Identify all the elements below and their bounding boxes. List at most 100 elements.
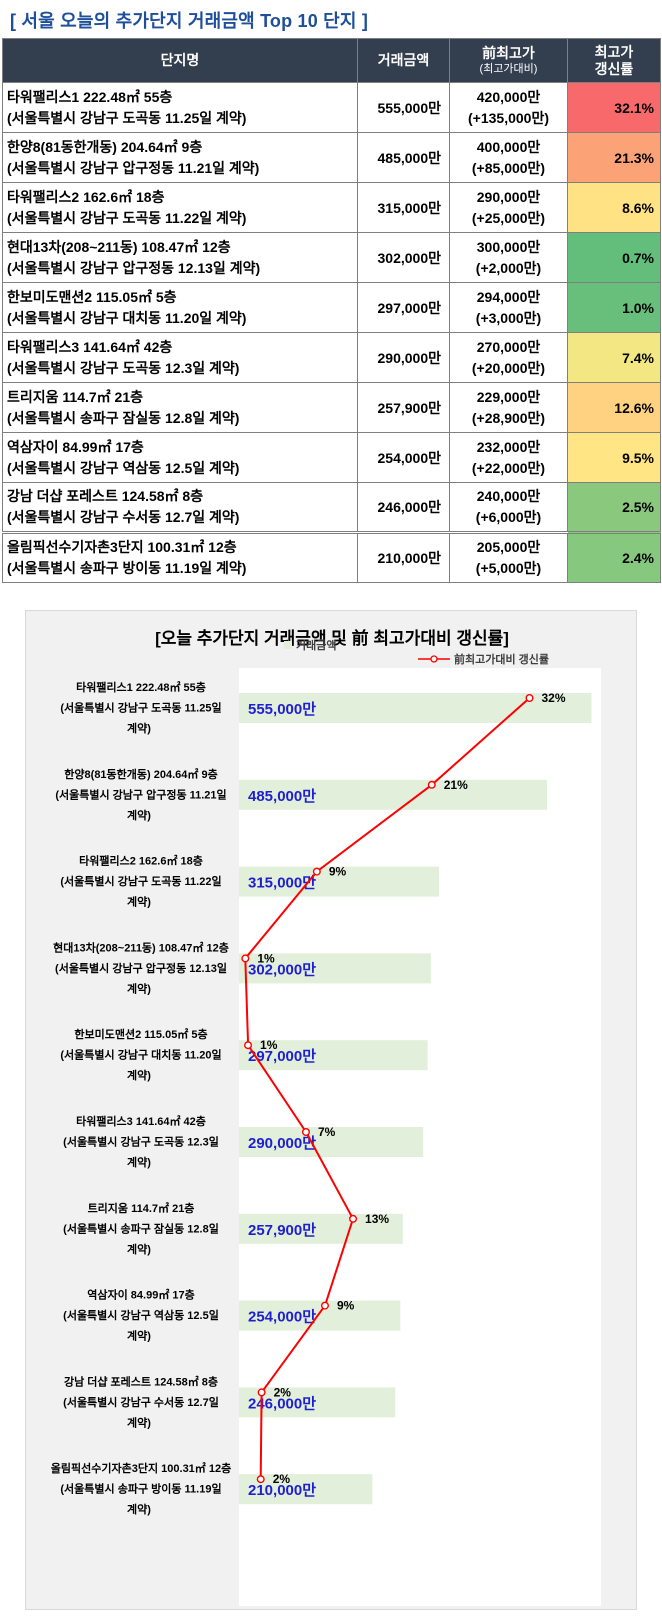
bar-value-label: 555,000만 (248, 701, 316, 718)
line-point (256, 1475, 265, 1484)
chart-title: [오늘 추가단지 거래금액 및 前 최고가대비 갱신률] (155, 628, 509, 648)
cell-prev-high: 294,000만 (+3,000만) (449, 282, 568, 333)
line-layer: 32% 21% 9% 1% 1% 7% 13% 9% 2% 2% (241, 691, 566, 1486)
cell-prev-high: 240,000만 (+6,000만) (449, 482, 568, 533)
cell-name: 타워팰리스2 162.6㎡ 18층 (서울특별시 강남구 도곡동 11.22일 계… (2, 182, 358, 233)
prev-high-value: 290,000만 (476, 188, 541, 205)
category-label: 계약) (127, 1155, 151, 1169)
category-label: 계약) (127, 1242, 151, 1256)
cell-name: 타워팰리스1 222.48㎡ 55층 (서울특별시 강남구 도곡동 11.25일 … (2, 82, 358, 133)
complex-name: 올림픽선수기자촌3단지 100.31㎡ 12층 (7, 539, 237, 555)
line-point-label: 21% (444, 778, 468, 792)
cell-rate: 1.0% (567, 282, 661, 333)
cell-rate: 21.3% (567, 132, 661, 183)
header-rate-line2: 갱신률 (594, 60, 634, 77)
category-label: (서울특별시 송파구 방이동 11.19일 (60, 1482, 221, 1496)
cell-price: 302,000만 (357, 232, 450, 283)
prev-high-value: 300,000만 (476, 238, 541, 255)
category-label: (서울특별시 강남구 대치동 11.20일 (60, 1048, 221, 1062)
category-label: 한보미도맨션2 115.05㎡ 5층 (74, 1027, 207, 1041)
header-name: 단지명 (2, 38, 358, 83)
category-label: 계약) (127, 808, 151, 822)
line-point (244, 1041, 253, 1050)
legend-bar-label: 거래금액 (296, 638, 336, 652)
complex-name: 트리지움 114.7㎡ 21층 (7, 388, 144, 405)
header-prev-high-line1: 前최고가 (482, 45, 535, 61)
line-point-label: 9% (337, 1299, 355, 1313)
cell-price: 485,000만 (357, 132, 450, 183)
bar-value-label: 254,000만 (248, 1309, 316, 1326)
cell-price: 290,000만 (357, 332, 450, 383)
category-label: 계약) (127, 1329, 151, 1343)
cell-rate: 2.5% (567, 482, 661, 533)
prev-high-value: 420,000만 (476, 88, 541, 105)
category-label: (서울특별시 송파구 잠실동 12.8일 (63, 1221, 219, 1235)
category-label: 올림픽선수기자촌3단지 100.31㎡ 12층 (51, 1461, 231, 1475)
table-row: 역삼자이 84.99㎡ 17층 (서울특별시 강남구 역삼동 12.5일 계약) 2… (2, 432, 661, 483)
header-price: 거래금액 (357, 38, 450, 83)
cell-name: 한보미도맨션2 115.05㎡ 5층 (서울특별시 강남구 대치동 11.20일 … (2, 282, 358, 333)
cell-prev-high: 400,000만 (+85,000만) (449, 132, 568, 183)
category-label: 타워팰리스3 141.64㎡ 42층 (76, 1114, 206, 1128)
cell-rate: 12.6% (567, 382, 661, 433)
cell-rate: 8.6% (567, 182, 661, 233)
cell-name: 한양8(81동한개동) 204.64㎡ 9층 (서울특별시 강남구 압구정동 11… (2, 132, 358, 183)
cell-price: 254,000만 (357, 432, 450, 483)
prev-high-diff: (+20,000만) (471, 359, 546, 376)
category-label: 강남 더샵 포레스트 124.58㎡ 8층 (64, 1374, 218, 1388)
complex-location: (서울특별시 송파구 방이동 11.19일 계약) (7, 560, 247, 576)
cell-price: 257,900만 (357, 382, 450, 433)
header-prev-high-line2: (최고가대비) (479, 63, 538, 75)
line-point (525, 693, 534, 702)
prev-high-value: 232,000만 (476, 438, 541, 455)
prev-high-diff: (+135,000만) (468, 109, 549, 126)
prev-high-diff: (+25,000만) (471, 209, 546, 226)
complex-name: 한보미도맨션2 115.05㎡ 5층 (7, 288, 177, 305)
line-point (320, 1301, 329, 1310)
cell-rate: 2.4% (567, 531, 661, 583)
bar (239, 953, 431, 984)
complex-name: 타워팰리스2 162.6㎡ 18층 (7, 188, 165, 205)
bar (239, 1040, 428, 1071)
bars-layer: 555,000만 485,000만 315,000만 302,000만 297,000만… (239, 693, 592, 1505)
table-row: 강남 더샵 포레스트 124.58㎡ 8층 (서울특별시 강남구 수서동 12.7… (2, 482, 661, 533)
cell-prev-high: 232,000만 (+22,000만) (449, 432, 568, 483)
header-rate: 최고가 갱신률 (567, 38, 661, 83)
line-point-label: 13% (365, 1212, 389, 1226)
legend-line-label: 前최고가대비 갱신률 (454, 652, 549, 666)
complex-name: 타워팰리스3 141.64㎡ 42층 (7, 338, 173, 355)
line-point (257, 1388, 266, 1397)
line-point-label: 32% (542, 691, 566, 705)
category-label: 현대13차(208~211동) 108.47㎡ 12층 (53, 940, 229, 954)
bar-value-label: 297,000만 (248, 1048, 316, 1065)
bar (239, 779, 548, 810)
category-label: (서울특별시 강남구 압구정동 11.21일 (55, 787, 226, 801)
cell-name: 강남 더샵 포레스트 124.58㎡ 8층 (서울특별시 강남구 수서동 12.7… (2, 482, 358, 533)
header-prev-high: 前최고가 (최고가대비) (449, 38, 568, 83)
complex-location: (서울특별시 강남구 대치동 11.20일 계약) (7, 309, 247, 326)
prev-high-diff: (+28,900만) (471, 409, 546, 426)
prev-high-value: 294,000만 (476, 288, 541, 305)
complex-location: (서울특별시 강남구 도곡동 11.25일 계약) (7, 109, 247, 126)
category-label: 계약) (127, 1502, 151, 1516)
chart-panel: [오늘 추가단지 거래금액 및 前 최고가대비 갱신률] 거래금액 前최고가대비… (25, 610, 637, 1610)
category-label: 트리지움 114.7㎡ 21층 (88, 1201, 195, 1215)
legend-line-marker (430, 655, 438, 663)
cell-price: 555,000만 (357, 82, 450, 133)
category-label: (서울특별시 강남구 압구정동 12.13일 (55, 961, 227, 975)
bar (239, 1213, 403, 1244)
complex-location: (서울특별시 강남구 역삼동 12.5일 계약) (7, 459, 240, 476)
prev-high-diff: (+6,000만) (475, 509, 542, 525)
combo-chart: [오늘 추가단지 거래금액 및 前 최고가대비 갱신률] 거래금액 前최고가대비… (51, 628, 601, 1606)
prev-high-value: 400,000만 (476, 138, 541, 155)
table-header-row: 단지명 거래금액 前최고가 (최고가대비) 최고가 갱신률 (2, 38, 661, 83)
category-label: 계약) (127, 895, 151, 909)
bar-value-label: 485,000만 (248, 788, 316, 805)
cell-prev-high: 290,000만 (+25,000만) (449, 182, 568, 233)
line-point (312, 867, 321, 876)
prev-high-diff: (+22,000만) (471, 459, 546, 476)
cell-rate: 7.4% (567, 332, 661, 383)
prev-high-diff: (+3,000만) (475, 309, 542, 326)
cell-price: 297,000만 (357, 282, 450, 333)
table-row: 한보미도맨션2 115.05㎡ 5층 (서울특별시 강남구 대치동 11.20일 … (2, 282, 661, 333)
